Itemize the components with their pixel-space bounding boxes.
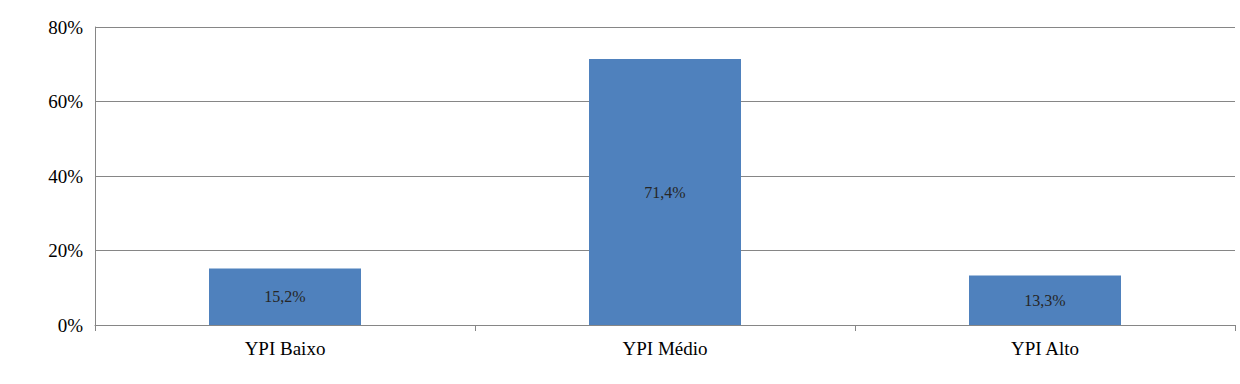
svg-text:YPI Alto: YPI Alto: [1011, 338, 1079, 359]
svg-text:80%: 80%: [48, 17, 83, 38]
svg-text:20%: 20%: [48, 240, 83, 261]
svg-text:YPI Baixo: YPI Baixo: [245, 338, 326, 359]
svg-text:15,2%: 15,2%: [264, 288, 305, 305]
svg-text:40%: 40%: [48, 166, 83, 187]
svg-text:0%: 0%: [58, 315, 84, 336]
svg-text:YPI Médio: YPI Médio: [623, 338, 708, 359]
svg-text:13,3%: 13,3%: [1024, 292, 1065, 309]
svg-text:71,4%: 71,4%: [644, 184, 685, 201]
svg-text:60%: 60%: [48, 91, 83, 112]
